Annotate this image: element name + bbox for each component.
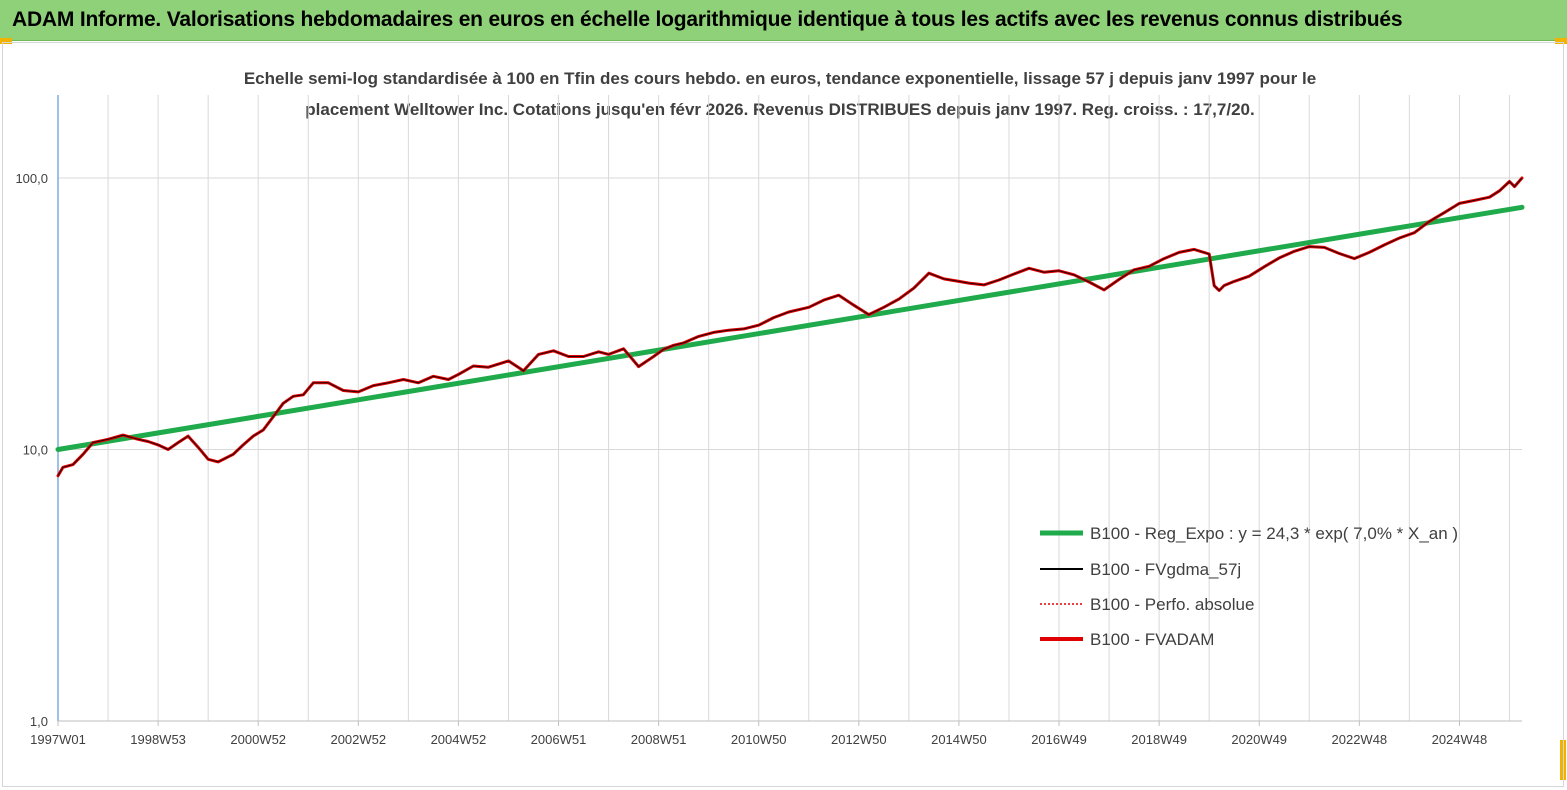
y-tick-label: 10,0 — [23, 443, 48, 458]
legend-label: B100 - Perfo. absolue — [1090, 595, 1254, 614]
corner-mark-top-right — [1555, 38, 1567, 44]
chart-title-line2: placement Welltower Inc. Cotations jusqu… — [305, 100, 1255, 119]
x-tick-label: 2018W49 — [1131, 732, 1187, 747]
x-tick-label: 1997W01 — [30, 732, 86, 747]
x-tick-label: 2000W52 — [230, 732, 286, 747]
x-tick-label: 2002W52 — [330, 732, 386, 747]
x-tick-label: 2014W50 — [931, 732, 987, 747]
x-tick-label: 2016W49 — [1031, 732, 1087, 747]
x-tick-label: 2022W48 — [1332, 732, 1388, 747]
y-tick-label: 1,0 — [30, 714, 48, 729]
x-tick-label: 2020W49 — [1231, 732, 1287, 747]
corner-mark-top-left — [0, 38, 12, 44]
page-title: ADAM Informe. Valorisations hebdomadaire… — [12, 8, 1403, 31]
chart-frame — [2, 42, 1564, 787]
legend-label: B100 - Reg_Expo : y = 24,3 * exp( 7,0% *… — [1090, 524, 1458, 543]
legend: B100 - Reg_Expo : y = 24,3 * exp( 7,0% *… — [1040, 524, 1458, 649]
grid-layer — [58, 95, 1522, 722]
x-tick-label: 2024W48 — [1432, 732, 1488, 747]
x-tick-label: 2004W52 — [431, 732, 487, 747]
chart-title-line1: Echelle semi-log standardisée à 100 en T… — [243, 69, 1317, 88]
legend-label: B100 - FVgdma_57j — [1090, 560, 1241, 579]
y-tick-label: 100,0 — [15, 171, 48, 186]
x-tick-label: 2010W50 — [731, 732, 787, 747]
title-bar: ADAM Informe. Valorisations hebdomadaire… — [0, 0, 1567, 41]
series-layer — [55, 176, 1525, 478]
x-tick-label: 1998W53 — [130, 732, 186, 747]
x-tick-label: 2008W51 — [631, 732, 687, 747]
series-line-smoothed — [57, 177, 1523, 477]
x-tick-label: 2006W51 — [531, 732, 587, 747]
legend-label: B100 - FVADAM — [1090, 630, 1214, 649]
x-tick-label: 2012W50 — [831, 732, 887, 747]
series-line-0 — [55, 204, 1525, 452]
axes-layer: 1,0 10,0 100,0 1997W01 1998W53 2000W52 2002W52… — [15, 95, 1522, 747]
